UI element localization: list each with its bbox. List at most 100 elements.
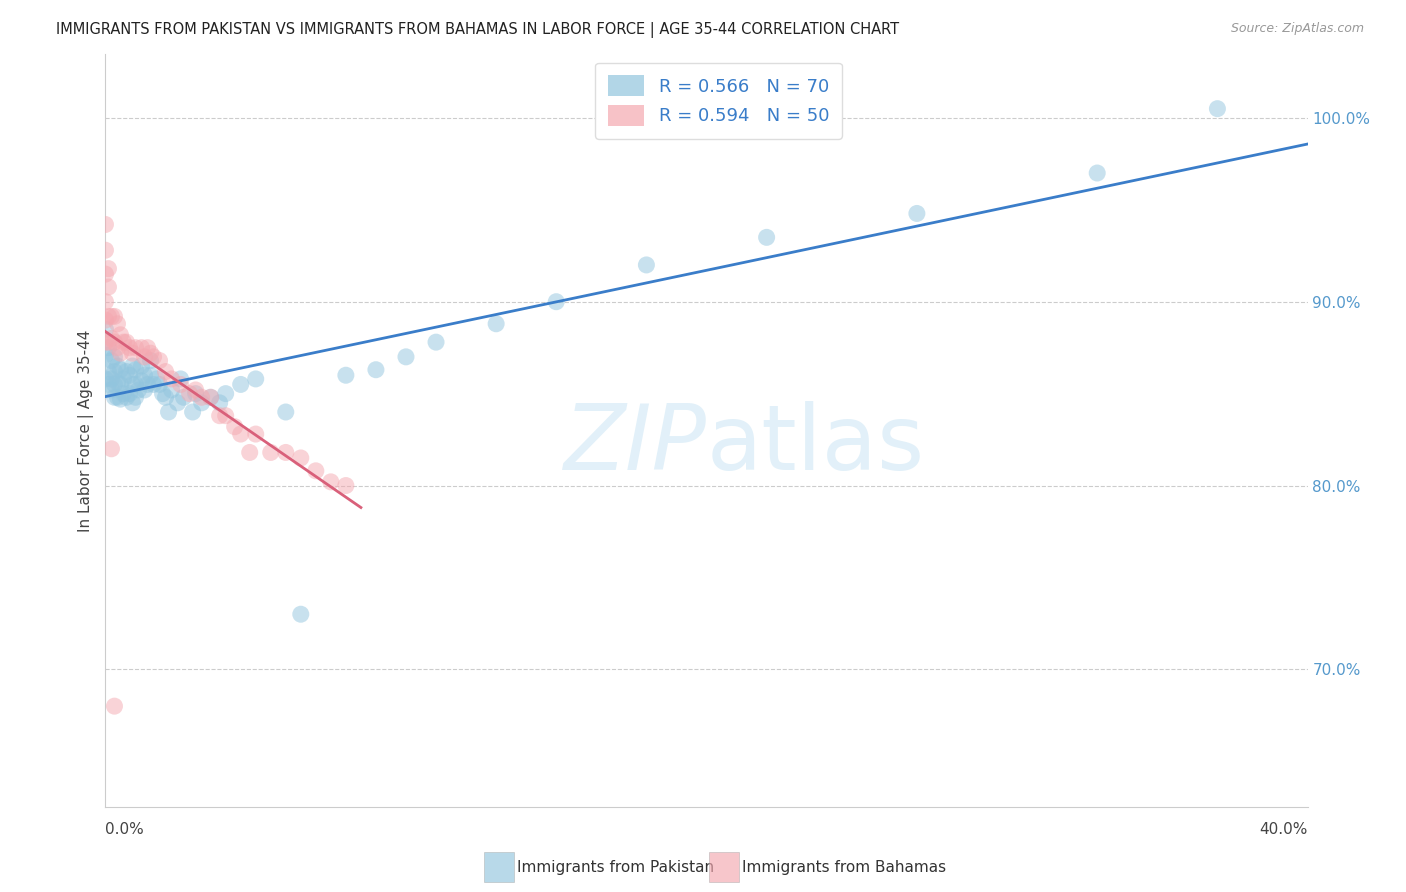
Point bbox=[395, 350, 418, 364]
Point bbox=[115, 365, 138, 379]
Point bbox=[139, 353, 162, 368]
Point bbox=[131, 359, 153, 373]
Y-axis label: In Labor Force | Age 35-44: In Labor Force | Age 35-44 bbox=[79, 329, 94, 532]
Point bbox=[425, 335, 447, 350]
Point bbox=[134, 368, 156, 383]
Point bbox=[245, 372, 267, 386]
Point bbox=[190, 390, 212, 404]
Point bbox=[131, 341, 153, 355]
Point bbox=[94, 267, 117, 281]
Text: ZIP: ZIP bbox=[564, 401, 707, 490]
Point bbox=[134, 350, 156, 364]
Point bbox=[139, 368, 162, 383]
Point bbox=[124, 390, 146, 404]
Point bbox=[97, 335, 120, 350]
Point bbox=[1085, 166, 1108, 180]
Point bbox=[636, 258, 658, 272]
Point bbox=[155, 365, 177, 379]
Point bbox=[160, 383, 183, 397]
Point bbox=[97, 377, 120, 392]
Text: 40.0%: 40.0% bbox=[1260, 822, 1308, 837]
Point bbox=[103, 377, 125, 392]
Text: Source: ZipAtlas.com: Source: ZipAtlas.com bbox=[1230, 22, 1364, 36]
Point bbox=[274, 445, 297, 459]
Point bbox=[97, 280, 120, 294]
Point bbox=[169, 372, 191, 386]
Point bbox=[107, 376, 129, 390]
Point bbox=[110, 392, 132, 406]
Point bbox=[121, 346, 143, 360]
Point bbox=[107, 390, 129, 404]
Point bbox=[1206, 102, 1229, 116]
Point bbox=[94, 313, 117, 327]
Point bbox=[121, 396, 143, 410]
Point bbox=[97, 365, 120, 379]
Point bbox=[112, 335, 135, 350]
Point bbox=[485, 317, 508, 331]
Point bbox=[100, 383, 122, 397]
Point bbox=[134, 383, 156, 397]
Point bbox=[148, 353, 170, 368]
Point bbox=[142, 350, 165, 364]
Text: IMMIGRANTS FROM PAKISTAN VS IMMIGRANTS FROM BAHAMAS IN LABOR FORCE | AGE 35-44 C: IMMIGRANTS FROM PAKISTAN VS IMMIGRANTS F… bbox=[56, 22, 900, 38]
Point bbox=[239, 445, 262, 459]
Point bbox=[94, 348, 117, 362]
Point bbox=[136, 377, 159, 392]
Point bbox=[103, 310, 125, 324]
Point bbox=[214, 386, 236, 401]
Point bbox=[121, 377, 143, 392]
Point bbox=[131, 374, 153, 388]
Point bbox=[184, 386, 207, 401]
Point bbox=[103, 390, 125, 404]
Point bbox=[139, 346, 162, 360]
Point bbox=[103, 350, 125, 364]
Point bbox=[115, 335, 138, 350]
Text: Immigrants from Bahamas: Immigrants from Bahamas bbox=[742, 860, 946, 874]
Point bbox=[155, 390, 177, 404]
Point bbox=[190, 396, 212, 410]
Point bbox=[112, 372, 135, 386]
Point bbox=[136, 341, 159, 355]
Point bbox=[118, 341, 141, 355]
Point bbox=[290, 607, 312, 622]
Point bbox=[94, 294, 117, 309]
Point bbox=[100, 310, 122, 324]
Point bbox=[100, 442, 122, 456]
Point bbox=[100, 372, 122, 386]
Point bbox=[546, 294, 568, 309]
Text: atlas: atlas bbox=[707, 401, 925, 490]
Point bbox=[107, 317, 129, 331]
Point bbox=[107, 341, 129, 355]
Point bbox=[103, 365, 125, 379]
Point bbox=[179, 386, 201, 401]
Point bbox=[905, 206, 928, 220]
Point bbox=[166, 396, 188, 410]
Point bbox=[100, 353, 122, 368]
Point bbox=[229, 427, 252, 442]
Point bbox=[94, 244, 117, 258]
Point bbox=[173, 390, 195, 404]
Point bbox=[169, 377, 191, 392]
Point bbox=[260, 445, 283, 459]
Point bbox=[145, 372, 167, 386]
Point bbox=[110, 346, 132, 360]
Point bbox=[160, 372, 183, 386]
Point bbox=[184, 383, 207, 397]
Point bbox=[200, 390, 222, 404]
Point bbox=[100, 331, 122, 345]
Point bbox=[110, 377, 132, 392]
Legend: R = 0.566   N = 70, R = 0.594   N = 50: R = 0.566 N = 70, R = 0.594 N = 50 bbox=[595, 62, 842, 138]
Point bbox=[118, 386, 141, 401]
Text: 0.0%: 0.0% bbox=[105, 822, 145, 837]
Point bbox=[112, 386, 135, 401]
Point bbox=[97, 341, 120, 355]
Point bbox=[124, 362, 146, 376]
Point bbox=[305, 464, 328, 478]
Point bbox=[94, 335, 117, 350]
Point bbox=[94, 218, 117, 232]
Point bbox=[319, 475, 342, 489]
Point bbox=[181, 405, 204, 419]
Point bbox=[107, 359, 129, 373]
Point bbox=[200, 390, 222, 404]
Point bbox=[274, 405, 297, 419]
